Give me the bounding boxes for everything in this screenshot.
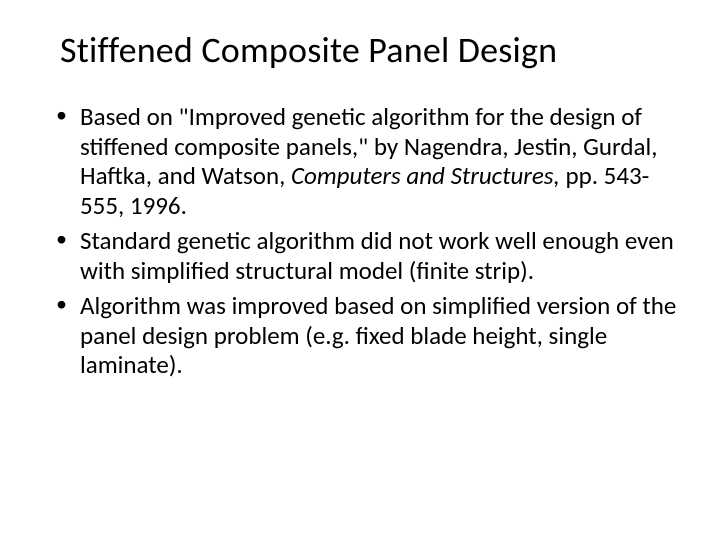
- bullet-text-italic: Computers and Structures,: [291, 160, 565, 191]
- list-item: Standard genetic algorithm did not work …: [52, 226, 680, 285]
- bullet-list: Based on "Improved genetic algorithm for…: [40, 102, 680, 380]
- slide-title: Stiffened Composite Panel Design: [60, 28, 680, 72]
- list-item: Based on "Improved genetic algorithm for…: [52, 102, 680, 220]
- bullet-text-pre: Algorithm was improved based on simplifi…: [80, 290, 676, 380]
- list-item: Algorithm was improved based on simplifi…: [52, 291, 680, 380]
- slide: Stiffened Composite Panel Design Based o…: [0, 0, 720, 540]
- bullet-text-pre: Standard genetic algorithm did not work …: [80, 225, 674, 286]
